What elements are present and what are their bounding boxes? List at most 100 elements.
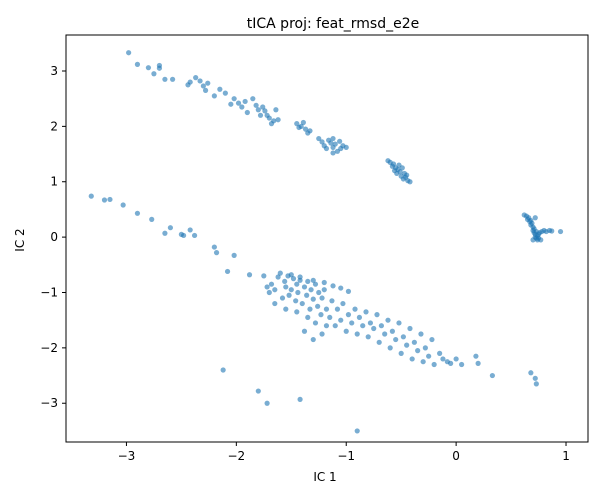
data-point <box>300 119 306 126</box>
data-point <box>409 356 415 362</box>
data-point <box>293 298 299 304</box>
data-point <box>393 336 399 343</box>
x-axis-label: IC 1 <box>313 470 336 484</box>
data-point <box>345 312 352 318</box>
data-point <box>260 104 266 110</box>
data-point <box>191 232 198 239</box>
data-point <box>532 375 538 381</box>
y-tick-label: 1 <box>50 175 58 189</box>
data-point <box>264 284 270 290</box>
data-point <box>398 350 404 356</box>
plot-frame <box>65 34 589 443</box>
data-point <box>273 107 279 113</box>
data-point <box>283 284 289 290</box>
data-point <box>294 309 300 315</box>
data-point <box>262 108 268 114</box>
data-point <box>310 336 316 343</box>
data-point <box>473 353 479 359</box>
data-point <box>302 126 309 132</box>
data-point <box>319 295 325 301</box>
data-point <box>330 135 336 142</box>
data-point <box>399 165 405 171</box>
data-point <box>304 292 310 298</box>
data-point <box>340 300 346 307</box>
data-point <box>283 306 289 312</box>
data-point <box>224 268 231 275</box>
data-point <box>440 356 446 362</box>
data-point <box>271 118 277 124</box>
data-point <box>426 353 432 359</box>
data-point <box>151 71 157 77</box>
data-point <box>532 215 538 221</box>
data-point <box>261 273 267 279</box>
data-point <box>107 196 113 203</box>
data-point <box>167 225 173 231</box>
data-point <box>382 331 388 337</box>
data-point <box>301 284 308 290</box>
data-point <box>213 250 220 256</box>
data-point <box>360 323 366 329</box>
data-point <box>321 287 327 293</box>
data-points <box>88 50 564 434</box>
data-point <box>338 285 344 291</box>
data-point <box>418 331 424 337</box>
data-point <box>404 172 410 178</box>
data-point <box>294 121 300 127</box>
data-point <box>431 361 437 368</box>
data-point <box>337 138 343 144</box>
y-tick-label: 2 <box>50 119 58 133</box>
data-point <box>420 359 426 365</box>
data-point <box>549 228 555 234</box>
data-point <box>217 86 223 92</box>
data-point <box>246 272 253 278</box>
data-point <box>404 342 410 348</box>
data-point <box>288 272 294 278</box>
data-point <box>264 400 270 406</box>
data-point <box>332 323 338 329</box>
data-point <box>295 289 301 296</box>
data-point <box>268 281 275 287</box>
data-point <box>187 79 193 85</box>
data-point <box>298 123 304 129</box>
data-point <box>277 270 283 276</box>
data-point <box>343 328 349 334</box>
y-tick-label: 3 <box>50 64 58 78</box>
x-axis-ticks: −3 −2 −1 0 1 <box>118 442 570 463</box>
data-point <box>286 292 292 298</box>
data-point <box>145 65 152 71</box>
data-point <box>294 281 300 287</box>
data-point <box>297 396 303 402</box>
data-point <box>323 306 330 312</box>
data-point <box>312 281 319 287</box>
x-tick-label: 1 <box>562 449 570 463</box>
data-point <box>327 314 333 321</box>
data-point <box>253 102 259 108</box>
y-axis-ticks: −3 −2 −1 0 1 2 3 <box>40 64 66 410</box>
data-point <box>170 76 176 82</box>
data-point <box>88 193 94 199</box>
data-point <box>349 320 355 326</box>
data-point <box>290 276 297 282</box>
data-point <box>459 361 465 368</box>
data-point <box>162 230 168 236</box>
data-point <box>275 117 281 123</box>
data-point <box>319 331 325 337</box>
data-point <box>371 325 377 332</box>
data-point <box>272 300 278 307</box>
data-point <box>202 87 209 93</box>
data-point <box>301 328 308 334</box>
y-tick-label: 0 <box>50 230 58 244</box>
data-point <box>299 300 305 307</box>
data-point <box>231 252 237 258</box>
data-point <box>310 296 316 302</box>
data-point <box>396 320 402 326</box>
data-point <box>343 144 349 151</box>
x-tick-label: −3 <box>118 449 136 463</box>
data-point <box>211 244 217 250</box>
chart-title: tICA proj: feat_rmsd_e2e <box>247 16 419 32</box>
data-point <box>400 334 406 340</box>
data-point <box>316 289 322 296</box>
data-point <box>354 428 360 434</box>
